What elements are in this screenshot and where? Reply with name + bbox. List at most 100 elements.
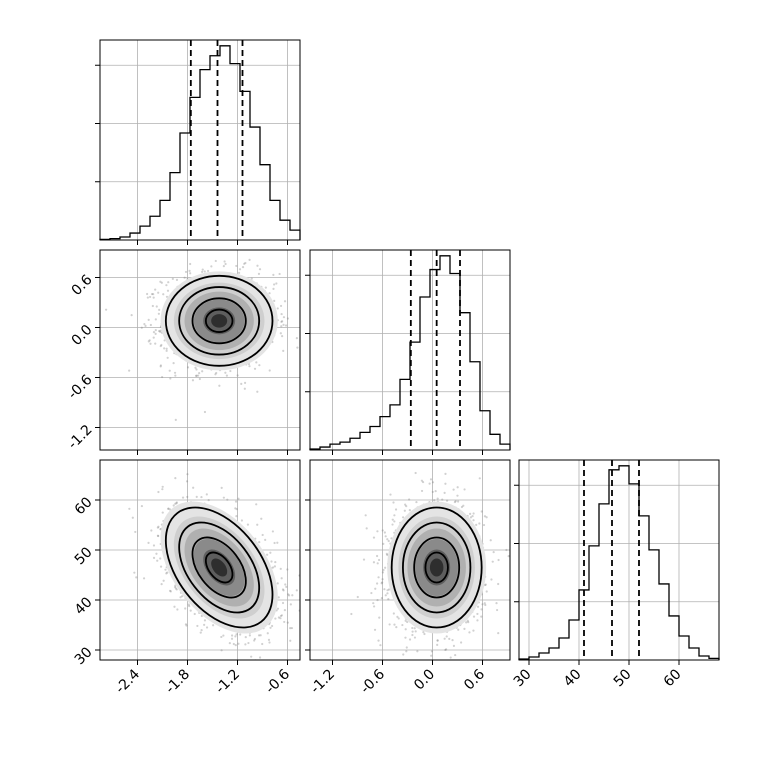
sample-point: [160, 281, 163, 284]
sample-point: [283, 300, 287, 303]
sample-point: [279, 332, 282, 335]
sample-point: [444, 482, 447, 485]
sample-point: [390, 537, 393, 540]
sample-point: [161, 488, 164, 491]
sample-point: [175, 588, 178, 591]
sample-point: [159, 365, 162, 368]
sample-point: [171, 277, 174, 280]
sample-point: [457, 628, 460, 631]
sample-point: [444, 472, 447, 476]
y-tick-label: 0.6: [69, 272, 96, 299]
sample-point: [188, 269, 191, 272]
sample-point: [497, 558, 500, 562]
sample-point: [232, 642, 235, 646]
sample-point: [160, 343, 163, 347]
sample-point: [270, 560, 273, 563]
sample-point: [376, 582, 379, 585]
sample-point: [405, 646, 408, 649]
sample-point: [244, 636, 247, 639]
sample-point: [128, 369, 131, 372]
sample-point: [495, 608, 499, 612]
sample-point: [274, 617, 277, 620]
sample-point: [237, 642, 240, 645]
sample-point: [460, 677, 462, 679]
sample-point: [130, 314, 133, 317]
sample-point: [157, 312, 160, 315]
contour-line: [402, 521, 472, 614]
sample-point: [148, 295, 152, 299]
sample-point: [286, 621, 289, 624]
sample-point: [490, 578, 493, 581]
sample-point: [250, 277, 253, 280]
sample-point: [411, 626, 414, 630]
sample-point: [234, 635, 237, 638]
sample-point: [381, 571, 385, 574]
sample-point: [244, 261, 247, 265]
sample-point: [166, 289, 170, 292]
sample-point: [241, 266, 245, 269]
sample-point: [279, 614, 283, 618]
sample-point: [377, 639, 380, 642]
y-tick-label: 0.0: [69, 322, 96, 349]
sample-point: [243, 262, 246, 265]
sample-point: [203, 410, 207, 414]
contour-line: [390, 506, 483, 629]
x-tick-label: -1.8: [163, 666, 194, 697]
sample-point: [413, 627, 416, 630]
sample-point: [175, 501, 178, 504]
sample-point: [431, 481, 435, 484]
sample-point: [463, 627, 466, 630]
sample-point: [441, 498, 444, 501]
panel-hist-2: [514, 459, 720, 665]
sample-point: [134, 530, 137, 534]
density-shade: [211, 314, 228, 328]
sample-point: [253, 367, 257, 370]
x-tick-label: 0.0: [411, 666, 438, 693]
sample-point: [235, 633, 238, 636]
contour-line: [164, 274, 274, 367]
sample-point: [253, 639, 256, 642]
sample-point: [452, 668, 454, 670]
density-shade: [211, 558, 228, 577]
x-tick-label: -1.2: [213, 666, 244, 697]
sample-point: [235, 515, 238, 518]
sample-point: [159, 280, 162, 283]
sample-point: [205, 493, 208, 496]
sample-point: [258, 541, 261, 544]
sample-point: [264, 286, 267, 289]
sample-point: [286, 317, 290, 320]
sample-point: [283, 609, 286, 612]
sample-point: [184, 623, 188, 626]
sample-point: [166, 356, 169, 359]
sample-point: [491, 560, 494, 563]
sample-point: [201, 370, 204, 373]
sample-point: [485, 516, 488, 519]
sample-point: [152, 296, 155, 299]
sample-point: [142, 577, 146, 580]
sample-point: [173, 586, 177, 589]
sample-point: [483, 515, 487, 518]
sample-point: [168, 369, 171, 372]
sample-point: [386, 553, 389, 557]
sample-point: [200, 629, 203, 632]
sample-point: [295, 589, 298, 592]
sample-point: [436, 639, 439, 642]
sample-point: [405, 650, 408, 653]
sample-point: [273, 541, 276, 545]
sample-point: [184, 607, 187, 610]
sample-point: [162, 293, 165, 296]
sample-point: [236, 374, 239, 377]
sample-point: [156, 559, 159, 562]
sample-point: [401, 623, 404, 627]
sample-point: [382, 542, 385, 545]
sample-point: [372, 561, 376, 564]
sample-point: [372, 602, 375, 605]
sample-point: [150, 529, 153, 532]
sample-point: [181, 595, 184, 598]
sample-point: [393, 520, 396, 523]
sample-point: [152, 293, 155, 296]
sample-point: [376, 598, 379, 602]
sample-point: [148, 339, 151, 342]
sample-point: [431, 490, 434, 494]
sample-point: [443, 491, 446, 494]
